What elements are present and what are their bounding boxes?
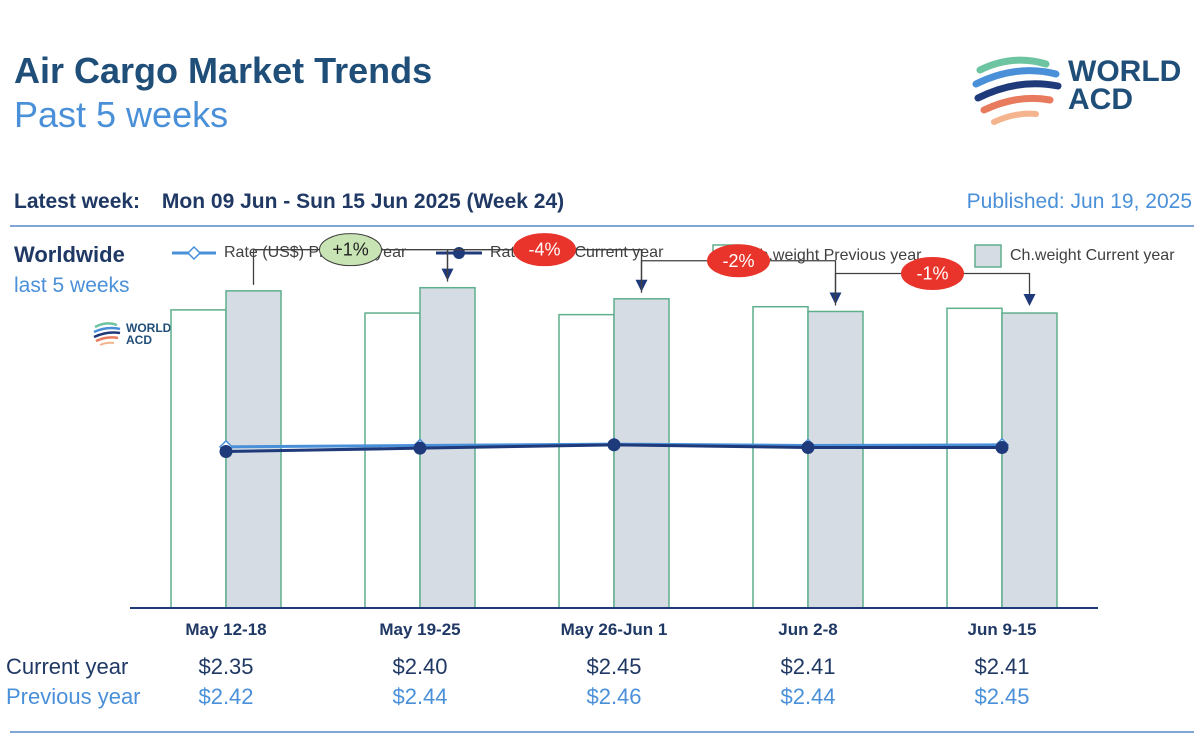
legend-cw-prev-label: Ch.weight Previous year <box>748 247 922 264</box>
x-tick-label: May 12-18 <box>185 620 267 639</box>
bar-cw-prev <box>364 312 421 609</box>
change-badge-label: +1% <box>332 240 369 260</box>
logo-text-acd: ACD <box>1068 83 1133 116</box>
region-period: last 5 weeks <box>14 274 130 297</box>
rate-current-value: $2.41 <box>780 654 836 679</box>
legend-rate-prev-icon <box>172 246 216 260</box>
page-subtitle: Past 5 weeks <box>14 94 229 135</box>
x-tick-label: May 26-Jun 1 <box>560 620 668 639</box>
change-badge <box>319 233 382 267</box>
change-badge <box>513 233 576 267</box>
bar-cw-cur <box>1001 312 1058 609</box>
change-badge <box>901 256 964 290</box>
point-rate-cur <box>607 438 621 452</box>
legend-cw-cur-icon <box>974 244 1002 268</box>
bar-cw-cur <box>613 298 670 609</box>
change-badge-label: -4% <box>528 240 560 260</box>
x-tick-label: May 19-25 <box>379 620 461 639</box>
bar-cw-prev <box>558 313 615 609</box>
point-rate-cur <box>801 440 815 454</box>
page-title: Air Cargo Market Trends <box>14 50 433 91</box>
rate-previous-value: $2.42 <box>198 684 254 709</box>
latest-week: Latest week: Mon 09 Jun - Sun 15 Jun 202… <box>14 190 564 214</box>
bar-cw-prev <box>946 307 1003 609</box>
chart-watermark-logo: WORLD ACD <box>92 320 182 352</box>
rate-previous-value: $2.44 <box>780 684 836 709</box>
bar-cw-prev <box>170 309 227 609</box>
divider-bottom <box>10 731 1194 733</box>
logo-text-world: WORLD <box>1068 55 1182 88</box>
bar-cw-cur <box>807 310 864 609</box>
change-badge <box>707 244 770 278</box>
rate-previous-value: $2.46 <box>586 684 642 709</box>
change-arrow-icon <box>1023 294 1036 307</box>
x-tick-label: Jun 9-15 <box>967 620 1037 639</box>
watermark-waves-icon <box>93 322 121 346</box>
rate-current-value: $2.41 <box>974 654 1030 679</box>
watermark-text-world: WORLD <box>126 321 172 335</box>
bar-cw-prev <box>752 305 809 609</box>
rate-current-value: $2.35 <box>198 654 254 679</box>
world-acd-logo: WORLD ACD <box>972 50 1196 132</box>
published-date: Published: Jun 19, 2025 <box>966 190 1192 213</box>
table-current-label: Current year <box>6 654 129 679</box>
legend-cw-cur: Ch.weight Current year <box>974 244 1175 268</box>
point-rate-cur <box>413 441 427 455</box>
rate-current-value: $2.40 <box>392 654 448 679</box>
rate-current-value: $2.45 <box>586 654 642 679</box>
point-rate-cur <box>995 440 1009 454</box>
change-badge-label: -1% <box>916 263 948 283</box>
x-tick-label: Jun 2-8 <box>778 620 838 639</box>
rate-previous-value: $2.44 <box>392 684 448 709</box>
logo-waves-icon <box>972 56 1062 125</box>
region-name: Worldwide <box>14 242 125 267</box>
change-badge-label: -2% <box>722 251 754 271</box>
rate-previous-value: $2.45 <box>974 684 1030 709</box>
latest-week-value: Mon 09 Jun - Sun 15 Jun 2025 (Week 24) <box>161 190 565 213</box>
table-previous-label: Previous year <box>6 684 141 709</box>
legend-cw-cur-label: Ch.weight Current year <box>1010 247 1175 264</box>
latest-week-label: Latest week: <box>14 190 141 213</box>
point-rate-cur <box>219 444 233 458</box>
watermark-text-acd: ACD <box>126 333 152 347</box>
divider-top <box>10 225 1194 227</box>
